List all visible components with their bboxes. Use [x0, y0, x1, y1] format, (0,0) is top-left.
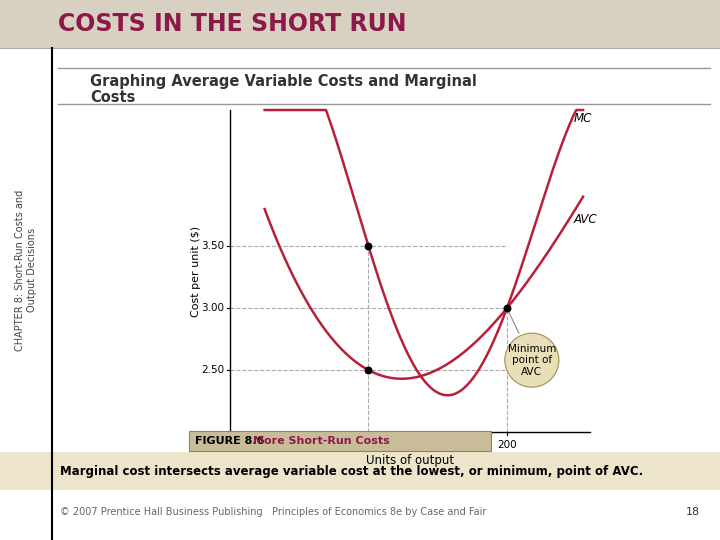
Bar: [230, 110, 590, 432]
Point: [363, 366, 374, 374]
Point: [501, 304, 513, 313]
Bar: [52, 48, 720, 452]
Text: Graphing Average Variable Costs and Marginal: Graphing Average Variable Costs and Marg…: [90, 74, 477, 89]
Text: 100: 100: [359, 440, 378, 450]
Text: Costs: Costs: [90, 90, 135, 105]
FancyBboxPatch shape: [189, 431, 491, 451]
Text: Cost per unit ($): Cost per unit ($): [191, 225, 201, 316]
Text: 18: 18: [686, 507, 700, 517]
Text: Marginal cost intersects average variable cost at the lowest, or minimum, point : Marginal cost intersects average variabl…: [60, 464, 643, 477]
Text: © 2007 Prentice Hall Business Publishing   Principles of Economics 8e by Case an: © 2007 Prentice Hall Business Publishing…: [60, 507, 487, 517]
Bar: [0, 0, 720, 48]
Bar: [0, 452, 720, 490]
Text: 200: 200: [497, 440, 517, 450]
Text: FIGURE 8.6: FIGURE 8.6: [195, 436, 264, 446]
Text: Minimum
point of
AVC: Minimum point of AVC: [508, 343, 556, 377]
Text: 3.50: 3.50: [201, 241, 224, 251]
Text: 0: 0: [227, 440, 233, 450]
Text: MC: MC: [573, 112, 592, 125]
Text: AVC: AVC: [573, 213, 597, 226]
Text: 3.00: 3.00: [201, 303, 224, 313]
Text: COSTS IN THE SHORT RUN: COSTS IN THE SHORT RUN: [58, 12, 407, 36]
Circle shape: [505, 333, 559, 387]
Point: [363, 242, 374, 251]
Text: Units of output: Units of output: [366, 454, 454, 467]
Text: 2.50: 2.50: [201, 365, 224, 375]
Text: CHAPTER 8: Short-Run Costs and
Output Decisions: CHAPTER 8: Short-Run Costs and Output De…: [15, 190, 37, 350]
Text: More Short-Run Costs: More Short-Run Costs: [253, 436, 390, 446]
